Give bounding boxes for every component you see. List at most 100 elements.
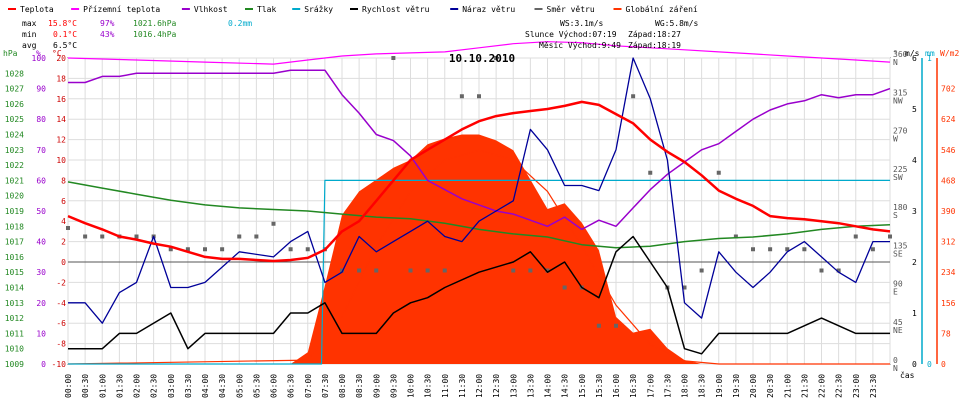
tick-pct: 70 [36, 146, 46, 155]
tick-x: 05:30 [252, 374, 261, 398]
tick-x: 05:00 [235, 374, 244, 398]
tick-x: 16:00 [612, 374, 621, 398]
wind-direction-point [751, 247, 755, 252]
tick-dir: 180 [893, 203, 908, 212]
wind-direction-point [477, 94, 481, 99]
tick-pct: 100 [32, 54, 47, 63]
tick-c: 18 [56, 74, 66, 83]
wind-direction-point [853, 234, 858, 239]
tick-dir-name: SW [893, 173, 903, 182]
tick-wm2: 624 [941, 115, 956, 124]
tick-dir-name: NE [893, 326, 903, 335]
tick-x: 12:30 [492, 374, 501, 398]
tick-x: 20:00 [749, 374, 758, 398]
axes-layer: 1009101010111012101310141015101610171018… [3, 49, 959, 398]
tick-x: 18:00 [681, 374, 690, 398]
tick-x: 23:30 [869, 374, 878, 398]
tick-c: 0 [61, 258, 66, 267]
tick-pct: 50 [36, 207, 46, 216]
tick-x: 22:00 [818, 374, 827, 398]
tick-hpa: 1023 [5, 146, 24, 155]
series-layer [66, 41, 892, 365]
tick-dir: 45 [893, 318, 903, 327]
legend-item: Teplota [20, 5, 54, 14]
tick-wm2: 702 [941, 85, 956, 94]
wind-direction-point [631, 94, 636, 99]
tick-pct: 60 [36, 176, 46, 185]
wind-direction-point [374, 268, 379, 273]
tick-c: -10 [52, 360, 67, 369]
tick-hpa: 1014 [5, 284, 24, 293]
tick-x: 03:30 [184, 374, 193, 398]
wind-direction-point [425, 268, 430, 273]
tick-x: 11:00 [441, 374, 450, 398]
tick-x: 19:30 [732, 374, 741, 398]
info-moon-rise: Měsíc Východ:9:49 [539, 41, 621, 50]
tick-hpa: 1012 [5, 314, 24, 323]
wind-direction-point [168, 247, 173, 252]
tick-hpa: 1011 [5, 329, 24, 338]
series-teoreticke-zareni [67, 149, 890, 365]
axis-label-wm2: W/m2 [940, 49, 959, 58]
wind-direction-point [888, 234, 892, 239]
tick-x: 09:30 [389, 374, 398, 398]
tick-x: 06:30 [287, 374, 296, 398]
wind-direction-point [305, 247, 310, 252]
tick-c: 12 [56, 136, 66, 145]
wind-direction-point [134, 234, 139, 239]
tick-c: -4 [56, 299, 66, 308]
tick-hpa: 1019 [5, 207, 24, 216]
wind-direction-point [614, 323, 618, 328]
tick-x: 16:30 [629, 374, 638, 398]
legend-item: Přízemní teplota [83, 5, 160, 14]
axis-label-pct: % [36, 49, 41, 58]
tick-hpa: 1017 [5, 238, 24, 247]
stat-min-temp: 0.1°C [53, 30, 77, 39]
wind-direction-point [254, 234, 259, 239]
stat-rain: 0.2mm [228, 19, 252, 28]
tick-dir-name: N [893, 364, 898, 373]
stat-max-label: max [22, 19, 37, 28]
legend: Teplota Přízemní teplota Vlhkost Tlak Srážky… [8, 5, 698, 14]
axis-label-mm: mm [925, 49, 935, 58]
tick-x: 03:00 [167, 374, 176, 398]
tick-x: 01:00 [98, 374, 107, 398]
series-teplota [67, 100, 891, 263]
tick-c: 10 [56, 156, 66, 165]
tick-wm2: 468 [941, 176, 956, 185]
tick-dir-name: E [893, 288, 898, 297]
tick-hpa: 1024 [5, 131, 24, 140]
wind-direction-point [271, 221, 276, 226]
tick-x: 08:30 [355, 374, 364, 398]
tick-pct: 10 [36, 329, 46, 338]
tick-x: 20:30 [766, 374, 775, 398]
wind-direction-point [528, 268, 533, 273]
tick-x: 04:30 [218, 374, 227, 398]
wind-direction-point [442, 268, 447, 273]
series-tlak [67, 181, 891, 249]
tick-x: 23:00 [852, 374, 861, 398]
tick-ms: 0 [912, 360, 917, 369]
tick-x: 13:30 [526, 374, 535, 398]
legend-item: Rychlost větru [362, 5, 430, 14]
wind-direction-point [562, 285, 567, 290]
tick-x: 15:00 [578, 374, 587, 398]
tick-x: 10:30 [424, 374, 433, 398]
wind-direction-point [785, 247, 790, 252]
series-rychlost-vetru [68, 235, 890, 355]
stat-min-hum: 43% [100, 30, 115, 39]
series-vlhkost [68, 69, 891, 231]
tick-x: 15:30 [595, 374, 604, 398]
tick-pct: 0 [41, 360, 46, 369]
tick-hpa: 1025 [5, 115, 24, 124]
tick-hpa: 1013 [5, 299, 24, 308]
tick-hpa: 1028 [5, 69, 24, 78]
stat-max-hum: 97% [100, 19, 115, 28]
tick-mm: 0 [927, 360, 932, 369]
tick-x: 02:00 [133, 374, 142, 398]
axis-label-ms: m/s [905, 49, 920, 58]
tick-x: 00:30 [81, 374, 90, 398]
tick-x: 01:30 [115, 374, 124, 398]
